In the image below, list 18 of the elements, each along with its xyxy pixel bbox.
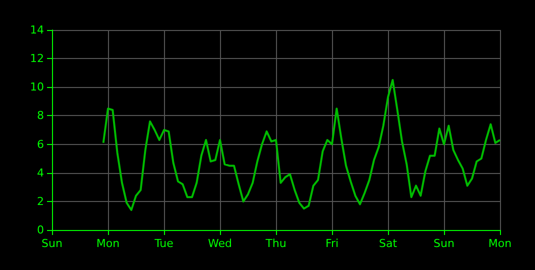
x-tick-label: Mon — [488, 237, 512, 250]
y-tick-label: 2 — [37, 194, 44, 208]
y-tick-label: 8 — [37, 109, 44, 122]
x-tick-label: Tue — [154, 237, 174, 250]
y-tick-label: 12 — [30, 52, 44, 66]
x-tick-label: Sun — [42, 237, 62, 250]
y-tick-label: 14 — [30, 24, 44, 36]
line-series — [102, 79, 501, 211]
y-tick-label: 10 — [30, 80, 44, 94]
x-tick-label: Thu — [264, 237, 286, 250]
y-tick-label: 6 — [37, 138, 44, 151]
x-tick-label: Mon — [96, 237, 120, 250]
y-tick-label: 0 — [37, 224, 44, 236]
y-tick-label: 4 — [37, 166, 44, 180]
x-tick-label: Sat — [378, 237, 398, 250]
x-tick-label: Wed — [208, 237, 232, 250]
x-tick-label: Fri — [325, 237, 339, 250]
x-tick-label: Sun — [434, 237, 454, 250]
